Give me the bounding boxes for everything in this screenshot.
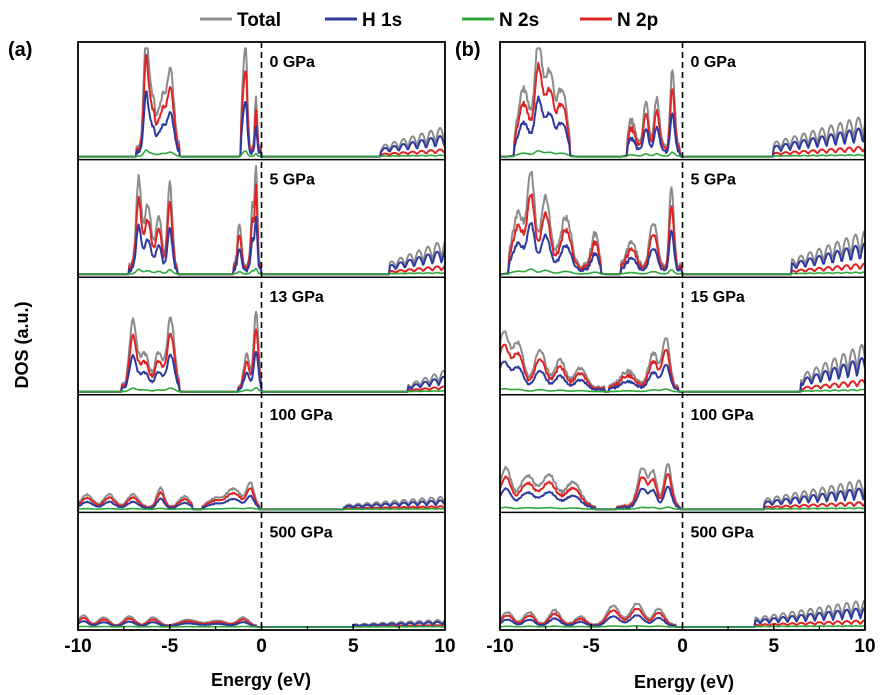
pressure-label: 500 GPa	[691, 524, 754, 541]
pressure-label: 5 GPa	[270, 172, 315, 189]
curve-n-2s	[499, 387, 866, 393]
x-tick-label: 10	[434, 636, 455, 657]
pressure-label: 13 GPa	[270, 289, 324, 306]
legend-label: H 1s	[362, 10, 402, 31]
legend-label: N 2s	[499, 10, 539, 31]
panel-a: (a) 0 GPa 5 GPa 13 GPa 100 GPa 500 GPa -10 -5 0…	[8, 39, 456, 690]
y-axis-label: DOS (a.u.)	[12, 301, 32, 388]
x-tick-label: -10	[64, 636, 91, 657]
panel-label-b: (b)	[455, 39, 481, 61]
curve-n-2s	[499, 506, 866, 511]
x-tick-label: 5	[768, 636, 779, 657]
subplot-15-gpa: 15 GPa	[499, 289, 866, 393]
x-axis-label-b: Energy (eV)	[634, 672, 734, 692]
x-axis-label-a: Energy (eV)	[211, 670, 311, 690]
subplot-100-gpa: 100 GPa	[499, 407, 866, 511]
pressure-label: 0 GPa	[270, 54, 315, 71]
x-tick-label: 5	[348, 636, 359, 657]
curve-n-2p	[77, 183, 446, 276]
x-tick-label: 0	[256, 636, 267, 657]
panel-label-a: (a)	[8, 39, 32, 61]
x-tick-label: 0	[677, 636, 688, 657]
legend-label: Total	[237, 10, 281, 31]
pressure-label: 100 GPa	[691, 407, 754, 424]
legend-item-n-2s: N 2s	[462, 10, 539, 31]
pressure-label: 0 GPa	[691, 54, 736, 71]
pressure-label: 100 GPa	[270, 407, 333, 424]
legend-label: N 2p	[617, 10, 658, 31]
curve-n-2s	[78, 507, 446, 511]
legend-item-h-1s: H 1s	[325, 10, 402, 31]
x-tick-label: -5	[161, 636, 178, 657]
legend-item-total: Total	[200, 10, 281, 31]
x-tick-label: -5	[583, 636, 600, 657]
legend-item-n-2p: N 2p	[580, 10, 658, 31]
curve-n-2s	[78, 386, 445, 393]
panel-b: (b) 0 GPa 5 GPa 15 GPa 100 GPa 500 GPa -10 -5 0…	[455, 39, 876, 692]
legend: Total H 1s N 2s N 2p	[200, 10, 658, 31]
pressure-label: 5 GPa	[691, 172, 736, 189]
x-tick-label: 10	[854, 636, 875, 657]
x-tick-label: -10	[486, 636, 513, 657]
pressure-label: 500 GPa	[270, 524, 333, 541]
subplot-13-gpa: 13 GPa	[77, 289, 446, 393]
subplot-100-gpa: 100 GPa	[77, 407, 446, 511]
pressure-label: 15 GPa	[691, 289, 745, 306]
